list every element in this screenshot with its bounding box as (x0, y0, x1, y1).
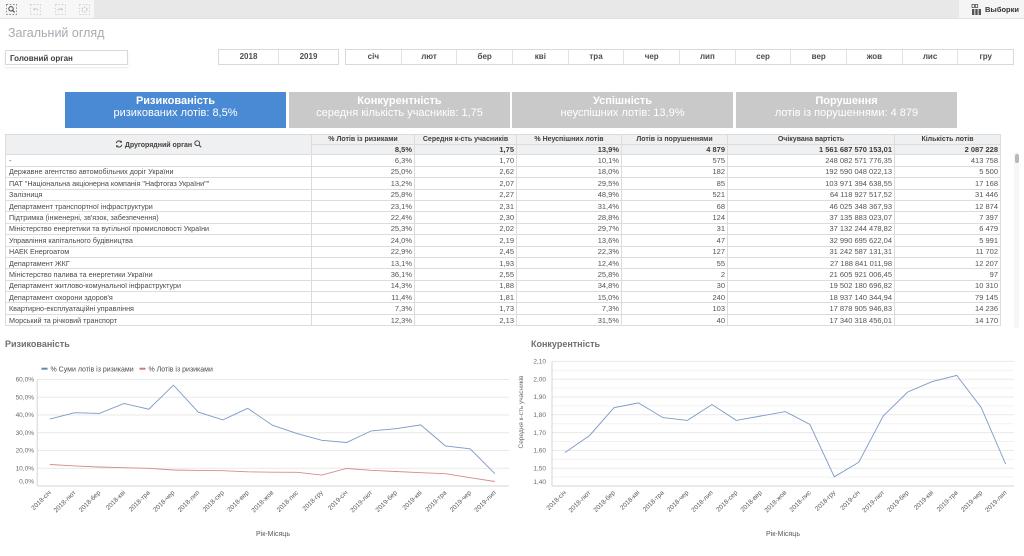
svg-text:2019-лип: 2019-лип (473, 489, 498, 514)
svg-text:2019-кві: 2019-кві (912, 489, 935, 512)
svg-text:20,0%: 20,0% (16, 448, 35, 455)
svg-text:2019-бер: 2019-бер (374, 488, 399, 513)
svg-text:2019-тра: 2019-тра (936, 489, 960, 513)
svg-text:2018-вер: 2018-вер (226, 489, 250, 513)
svg-text:2,10: 2,10 (533, 359, 546, 366)
svg-text:1,70: 1,70 (533, 430, 546, 437)
svg-text:2018-кві: 2018-кві (618, 489, 641, 512)
svg-text:Конкурентність: Конкурентність (531, 339, 601, 349)
svg-text:2018-гру: 2018-гру (302, 489, 326, 513)
svg-text:2018-тра: 2018-тра (642, 489, 666, 513)
svg-text:2019-бер: 2019-бер (886, 488, 911, 513)
svg-text:0,0%: 0,0% (19, 479, 34, 486)
svg-text:2018-вер: 2018-вер (739, 489, 763, 513)
svg-text:2018-лип: 2018-лип (177, 489, 202, 514)
svg-text:10,0%: 10,0% (16, 465, 35, 472)
svg-text:2018-лип: 2018-лип (690, 489, 715, 514)
svg-text:60,0%: 60,0% (16, 377, 35, 384)
svg-text:2019-кві: 2019-кві (401, 489, 424, 512)
svg-text:2018-чер: 2018-чер (666, 489, 690, 513)
svg-text:2018-бер: 2018-бер (592, 488, 617, 513)
svg-text:40,0%: 40,0% (16, 412, 35, 419)
svg-text:2,00: 2,00 (533, 376, 546, 383)
svg-text:2018-сер: 2018-сер (202, 489, 226, 513)
svg-text:2018-бер: 2018-бер (77, 488, 102, 513)
svg-text:2018-жов: 2018-жов (763, 489, 788, 514)
svg-text:2019-лют: 2019-лют (861, 489, 886, 514)
svg-text:2019-лют: 2019-лют (349, 489, 374, 514)
svg-text:Ризикованість: Ризикованість (5, 339, 70, 349)
svg-text:1,60: 1,60 (533, 448, 546, 455)
svg-text:1,40: 1,40 (533, 479, 546, 486)
svg-text:2018-тра: 2018-тра (128, 489, 152, 513)
svg-text:2019-січ: 2019-січ (839, 489, 862, 512)
svg-text:2018-лют: 2018-лют (53, 489, 78, 514)
svg-text:2018-січ: 2018-січ (545, 489, 568, 512)
svg-text:1,50: 1,50 (533, 465, 546, 472)
svg-text:2018-чер: 2018-чер (152, 489, 176, 513)
svg-text:2018-кві: 2018-кві (104, 489, 127, 512)
svg-text:2018-лис: 2018-лис (276, 489, 301, 514)
svg-text:30,0%: 30,0% (16, 430, 35, 437)
svg-text:2019-лип: 2019-лип (984, 489, 1009, 514)
svg-text:2019-січ: 2019-січ (326, 489, 349, 512)
svg-text:2018-лис: 2018-лис (788, 489, 813, 514)
svg-text:Середня к-сть учасників: Середня к-сть учасників (517, 375, 525, 449)
svg-text:1,90: 1,90 (533, 394, 546, 401)
svg-text:2019-чер: 2019-чер (960, 489, 984, 513)
svg-text:2019-тра: 2019-тра (424, 489, 448, 513)
svg-text:2018-січ: 2018-січ (30, 489, 53, 512)
svg-text:2019-чер: 2019-чер (449, 489, 473, 513)
svg-text:50,0%: 50,0% (16, 394, 35, 401)
svg-text:Рік-Місяць: Рік-Місяць (766, 530, 800, 538)
svg-text:2018-лют: 2018-лют (568, 489, 593, 514)
svg-text:2018-жов: 2018-жов (251, 489, 276, 514)
svg-text:Рік-Місяць: Рік-Місяць (256, 530, 290, 538)
svg-text:2018-сер: 2018-сер (715, 489, 739, 513)
svg-text:2018-гру: 2018-гру (814, 489, 838, 513)
svg-text:1,80: 1,80 (533, 412, 546, 419)
svg-text:% Суми лотів із ризиками: % Суми лотів із ризиками (51, 365, 134, 373)
svg-text:% Лотів із ризиками: % Лотів із ризиками (149, 365, 213, 373)
